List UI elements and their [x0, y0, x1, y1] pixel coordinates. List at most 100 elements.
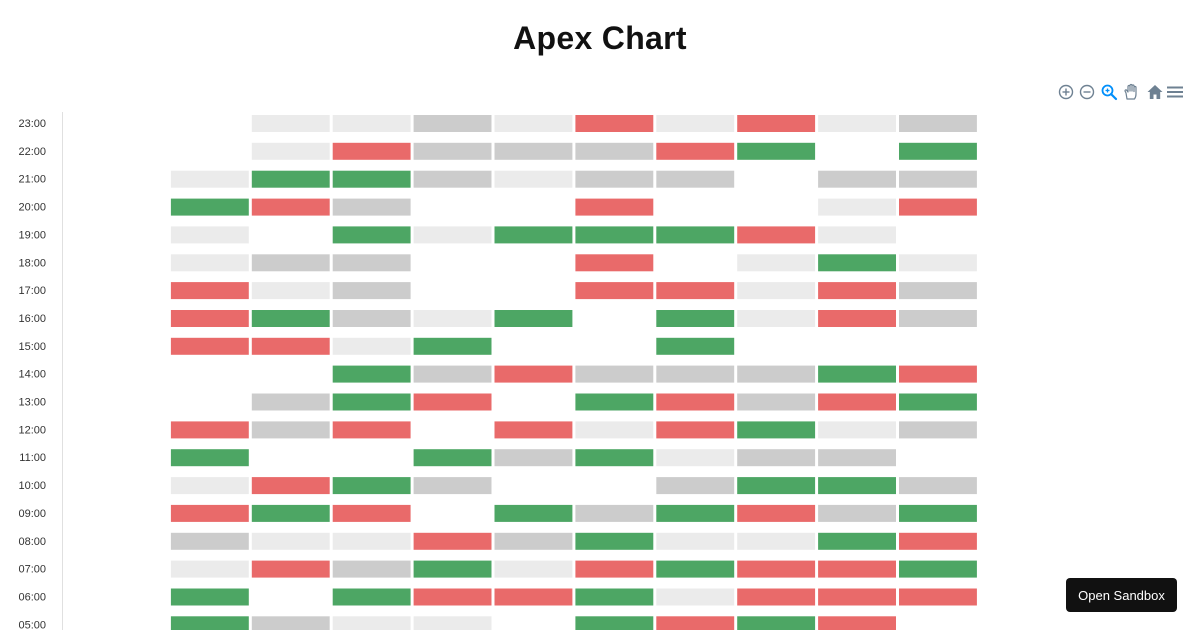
heatmap-cell — [494, 115, 573, 132]
heatmap-cell — [656, 337, 735, 355]
heatmap-cell — [575, 449, 654, 467]
heatmap-cell — [413, 393, 492, 411]
heatmap-cell — [737, 142, 816, 160]
y-tick-label: 10:00 — [18, 480, 46, 492]
heatmap-cell — [575, 393, 654, 411]
heatmap-cell — [332, 198, 411, 216]
heatmap-cell — [494, 421, 573, 439]
heatmap-cell — [656, 142, 735, 160]
heatmap-cell — [818, 449, 896, 467]
heatmap-cell — [656, 254, 735, 272]
menu-icon[interactable] — [1166, 83, 1184, 101]
heatmap-cell — [656, 449, 735, 467]
heatmap-cell — [413, 142, 492, 160]
heatmap-cell — [575, 588, 654, 606]
heatmap-cell — [818, 588, 896, 606]
heatmap-cell — [818, 616, 896, 630]
heatmap-cell — [575, 560, 654, 578]
y-tick-label: 09:00 — [18, 508, 46, 520]
heatmap-cell — [170, 282, 249, 300]
heatmap-cell — [899, 282, 977, 300]
heatmap-cell — [251, 365, 330, 383]
heatmap-cell — [737, 115, 816, 132]
heatmap-cell — [494, 449, 573, 467]
heatmap-cell — [656, 393, 735, 411]
heatmap-cell — [332, 560, 411, 578]
heatmap-cell — [656, 170, 735, 188]
heatmap-cell — [656, 477, 735, 495]
heatmap-cell — [332, 282, 411, 300]
heatmap-cell — [170, 115, 249, 132]
heatmap-cell — [413, 560, 492, 578]
heatmap-cell — [737, 393, 816, 411]
heatmap-cell — [413, 198, 492, 216]
heatmap-cell — [251, 282, 330, 300]
heatmap-cell — [251, 504, 330, 522]
heatmap-cell — [170, 421, 249, 439]
heatmap-cell — [818, 170, 896, 188]
heatmap-cell — [494, 588, 573, 606]
heatmap-cell — [413, 365, 492, 383]
heatmap-cell — [818, 560, 896, 578]
heatmap-cell — [737, 449, 816, 467]
heatmap-cell — [170, 198, 249, 216]
heatmap-cell — [899, 254, 977, 272]
heatmap-cell — [170, 365, 249, 383]
y-tick-label: 19:00 — [18, 229, 46, 241]
heatmap-cell — [413, 477, 492, 495]
heatmap-cell — [494, 337, 573, 355]
home-reset-icon[interactable] — [1146, 83, 1164, 101]
y-tick-label: 11:00 — [19, 452, 46, 464]
heatmap-cell — [899, 449, 977, 467]
y-tick-label: 05:00 — [18, 619, 46, 630]
heatmap-cell — [737, 226, 816, 244]
heatmap-cell — [737, 198, 816, 216]
heatmap-cell — [413, 170, 492, 188]
y-tick-label: 23:00 — [18, 118, 46, 130]
heatmap-cell — [818, 477, 896, 495]
heatmap-cell — [332, 365, 411, 383]
heatmap-cell — [332, 504, 411, 522]
heatmap-cell — [413, 337, 492, 355]
heatmap-cell — [575, 115, 654, 132]
heatmap-cell — [737, 588, 816, 606]
heatmap-cell — [575, 226, 654, 244]
heatmap-cell — [656, 198, 735, 216]
heatmap-cell — [656, 115, 735, 132]
heatmap-cell — [899, 560, 977, 578]
heatmap-cell — [818, 337, 896, 355]
heatmap-cell — [170, 142, 249, 160]
heatmap-cell — [899, 170, 977, 188]
heatmap-cell — [575, 310, 654, 327]
heatmap-cell — [251, 115, 330, 132]
heatmap-cell — [818, 393, 896, 411]
heatmap-cell — [899, 365, 977, 383]
heatmap-cell — [656, 310, 735, 327]
heatmap-cell — [818, 254, 896, 272]
open-sandbox-button[interactable]: Open Sandbox — [1066, 578, 1177, 612]
heatmap-cell — [899, 142, 977, 160]
heatmap-cell — [251, 310, 330, 327]
heatmap-cell — [170, 226, 249, 244]
heatmap-cell — [818, 198, 896, 216]
heatmap-cell — [899, 198, 977, 216]
heatmap-cell — [170, 532, 249, 550]
heatmap-cell — [899, 532, 977, 550]
heatmap-cell — [170, 477, 249, 495]
heatmap-cell — [656, 226, 735, 244]
heatmap-cell — [899, 226, 977, 244]
heatmap-cell — [494, 198, 573, 216]
heatmap-cell — [494, 532, 573, 550]
heatmap-cell — [413, 449, 492, 467]
zoom-out-icon[interactable] — [1078, 83, 1096, 101]
heatmap-cell — [251, 477, 330, 495]
y-tick-label: 12:00 — [18, 424, 46, 436]
y-tick-label: 06:00 — [18, 591, 46, 603]
zoom-in-icon[interactable] — [1057, 83, 1075, 101]
heatmap-cell — [332, 254, 411, 272]
selection-zoom-icon[interactable] — [1100, 83, 1118, 101]
heatmap-cell — [494, 477, 573, 495]
pan-hand-icon[interactable] — [1122, 83, 1140, 101]
heatmap-cell — [737, 477, 816, 495]
heatmap-cell — [170, 616, 249, 630]
